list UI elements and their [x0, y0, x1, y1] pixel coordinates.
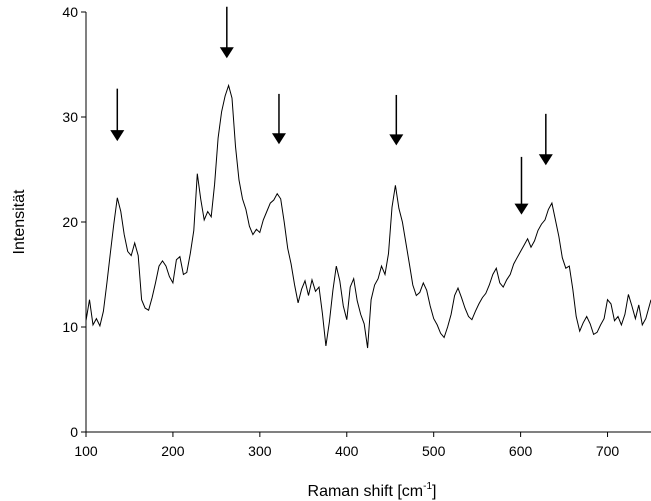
axes: [85, 12, 651, 433]
y-tick-label: 20: [62, 214, 78, 230]
x-tick-label: 600: [509, 443, 533, 459]
x-tick-label: 300: [248, 443, 272, 459]
x-axis-label-main: Raman shift [cm: [308, 483, 424, 500]
peak-arrow: [219, 6, 234, 59]
peak-arrow: [389, 94, 404, 146]
y-axis-label: Intensität: [11, 189, 28, 254]
peak-arrow: [271, 93, 286, 145]
y-tick-label: 0: [70, 424, 78, 440]
x-axis-label-superscript: -1: [423, 481, 432, 492]
y-axis-ticks: 0 10 20 30 40: [62, 4, 86, 440]
x-tick-label: 200: [161, 443, 185, 459]
x-tick-label: 400: [335, 443, 359, 459]
x-axis-label: Raman shift [cm-1]: [308, 481, 437, 500]
x-tick-label: 500: [422, 443, 446, 459]
x-tick-label: 700: [596, 443, 620, 459]
x-axis-ticks: 100 200 300 400 500 600 700: [74, 432, 619, 459]
y-tick-label: 30: [62, 109, 78, 125]
peak-arrow: [538, 113, 553, 166]
y-tick-label: 40: [62, 4, 78, 20]
x-tick-label: 100: [74, 443, 98, 459]
peak-arrows: [110, 6, 553, 215]
y-tick-label: 10: [62, 319, 78, 335]
peak-arrow: [514, 156, 529, 215]
spectrum-line: [85, 83, 651, 349]
x-axis-label-suffix: ]: [432, 483, 436, 500]
peak-arrow: [110, 88, 125, 142]
